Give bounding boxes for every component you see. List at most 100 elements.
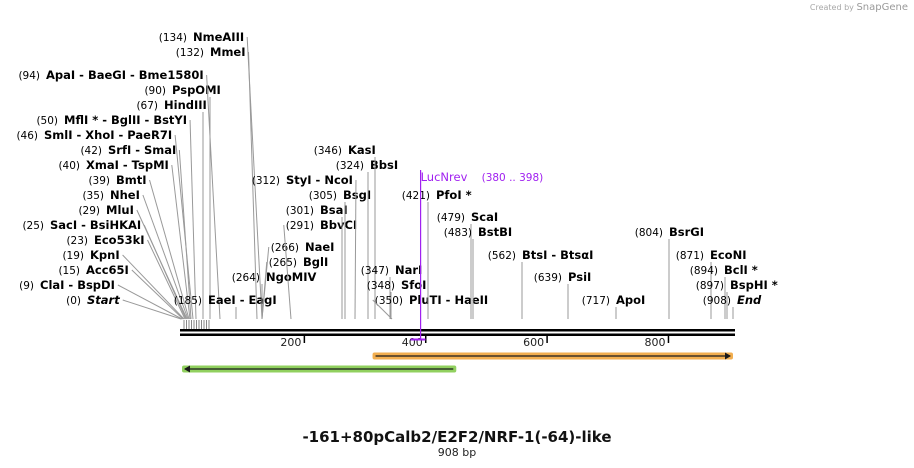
enzyme-label: BtsI - BtsαI: [522, 248, 593, 262]
feature-layer: [182, 352, 733, 373]
enzyme-label: BbvCI: [320, 218, 357, 232]
enzyme-site-pspomi[interactable]: PspOMI (90): [144, 83, 221, 319]
enzyme-site-ngomiv[interactable]: NgoMIV (264): [232, 270, 317, 319]
enzyme-site-bsgi[interactable]: BsgI (305): [309, 188, 371, 319]
enzyme-site-smli-xhoi-paer7i[interactable]: SmlI - XhoI - PaeR7I (46): [16, 128, 194, 320]
enzyme-position: (46): [16, 130, 38, 142]
enzyme-connector: [122, 254, 185, 320]
enzyme-site-nari[interactable]: NarI (347): [361, 263, 423, 319]
enzyme-site-kpni[interactable]: KpnI (19): [62, 248, 185, 320]
arrow-head-right-icon: [725, 352, 731, 360]
enzyme-position: (40): [58, 160, 80, 172]
enzyme-site-acc65i[interactable]: Acc65I (15): [58, 263, 184, 320]
enzyme-position: (29): [78, 205, 100, 217]
enzyme-site-nhei[interactable]: NheI (35): [82, 188, 189, 320]
enzyme-label: Acc65I: [86, 263, 129, 277]
enzyme-position: (897): [696, 280, 724, 292]
enzyme-label: ScaI: [471, 210, 498, 224]
green-feature-arrow[interactable]: [182, 365, 457, 373]
ruler-tick-label: 200: [280, 336, 301, 349]
enzyme-position: (350): [375, 295, 403, 307]
enzyme-label: BmtI: [116, 173, 147, 187]
enzyme-position: (42): [80, 145, 102, 157]
enzyme-position: (804): [635, 227, 663, 239]
enzyme-site-mlui[interactable]: MluI (29): [78, 203, 188, 320]
enzyme-site-hindiii[interactable]: HindIII (67): [136, 98, 207, 319]
enzyme-label: BglI: [303, 255, 328, 269]
enzyme-site-naei[interactable]: NaeI (266): [261, 240, 334, 320]
sequence-backbone: [180, 320, 735, 336]
enzyme-site-bsai[interactable]: BsaI (301): [286, 203, 348, 319]
enzyme-layer: Start (0) ClaI - BspDI (9) Acc65I (15) KpnI (19…: [16, 30, 778, 320]
enzyme-label: End: [737, 293, 762, 307]
enzyme-connector: [122, 299, 182, 320]
enzyme-site-bbsi[interactable]: BbsI (324): [336, 158, 398, 319]
primer-lucnrev[interactable]: LucNrev (380 .. 398): [410, 170, 544, 341]
ruler-tick-400: 400: [402, 336, 427, 349]
enzyme-position: (264): [232, 272, 260, 284]
enzyme-site-bsphi[interactable]: BspHI * (897): [696, 278, 778, 319]
enzyme-position: (562): [488, 250, 516, 262]
enzyme-site-btsi-bts-i[interactable]: BtsI - BtsαI (562): [488, 248, 594, 319]
enzyme-label: BbsI: [370, 158, 398, 172]
enzyme-site-bcli[interactable]: BclI * (894): [690, 263, 758, 319]
orange-feature-arrow[interactable]: [372, 352, 733, 360]
enzyme-position: (894): [690, 265, 718, 277]
enzyme-site-pluti-haeii[interactable]: PluTI - HaeII (350): [372, 293, 488, 320]
sequence-length: 908 bp: [437, 446, 477, 459]
enzyme-site-mfli-bglii-bstyi[interactable]: MflI * - BglII - BstYI (50): [36, 113, 197, 320]
enzyme-position: (265): [269, 257, 297, 269]
enzyme-position: (35): [82, 190, 104, 202]
enzyme-label: ApaI - BaeGI - Bme1580I: [46, 68, 204, 82]
enzyme-label: PsiI: [568, 270, 591, 284]
enzyme-site-nmeaiii[interactable]: NmeAIII (134): [159, 30, 263, 320]
enzyme-site-psii[interactable]: PsiI (639): [534, 270, 592, 319]
enzyme-position: (39): [88, 175, 110, 187]
enzyme-site-pfoi[interactable]: PfoI * (421): [402, 188, 472, 319]
enzyme-position: (19): [62, 250, 84, 262]
enzyme-label: SmlI - XhoI - PaeR7I: [44, 128, 172, 142]
enzyme-label: PluTI - HaeII: [409, 293, 488, 307]
enzyme-site-scai[interactable]: ScaI (479): [437, 210, 498, 319]
enzyme-site-bbvci[interactable]: BbvCI (291): [283, 218, 357, 320]
enzyme-connector: [142, 194, 189, 320]
enzyme-site-bsrgi[interactable]: BsrGI (804): [635, 225, 704, 319]
ruler: 200 400 600 800: [280, 336, 670, 349]
snapgene-brand: SnapGene: [856, 2, 908, 13]
enzyme-site-bgli[interactable]: BglI (265): [261, 255, 328, 320]
backbone-top-strand: [180, 329, 735, 332]
enzyme-site-end[interactable]: End (908): [703, 293, 762, 319]
enzyme-site-apoi[interactable]: ApoI (717): [582, 293, 646, 319]
enzyme-label: NaeI: [305, 240, 334, 254]
enzyme-site-clai-bspdi[interactable]: ClaI - BspDI (9): [19, 278, 183, 320]
ruler-tick-label: 800: [644, 336, 665, 349]
enzyme-label: BsaI: [320, 203, 348, 217]
enzyme-connector: [372, 299, 393, 320]
sequence-map: Start (0) ClaI - BspDI (9) Acc65I (15) KpnI (19…: [16, 30, 778, 373]
enzyme-connector: [147, 239, 186, 320]
enzyme-site-start[interactable]: Start (0): [66, 293, 182, 320]
enzyme-connector: [149, 179, 190, 320]
enzyme-label: Start: [87, 293, 120, 307]
enzyme-site-bstbi[interactable]: BstBI (483): [444, 225, 512, 319]
enzyme-site-eaei-eagi[interactable]: EaeI - EagI (185): [174, 293, 277, 319]
enzyme-connector: [174, 134, 194, 320]
enzyme-site-bmti[interactable]: BmtI (39): [88, 173, 190, 320]
enzyme-site-kasi[interactable]: KasI (346): [314, 143, 376, 319]
enzyme-site-econi[interactable]: EcoNI (871): [676, 248, 747, 319]
enzyme-label: NarI: [395, 263, 422, 277]
enzyme-site-eco53ki[interactable]: Eco53kI (23): [66, 233, 186, 320]
enzyme-site-styi-ncoi[interactable]: StyI - NcoI (312): [252, 173, 357, 320]
enzyme-label: BspHI *: [730, 278, 778, 292]
primer-label: LucNrev: [421, 170, 468, 184]
enzyme-label: HindIII: [164, 98, 207, 112]
enzyme-label: BclI *: [724, 263, 758, 277]
enzyme-site-xmai-tspmi[interactable]: XmaI - TspMI (40): [58, 158, 191, 320]
enzyme-label: EcoNI: [710, 248, 746, 262]
arrow-head-left-icon: [184, 365, 190, 373]
enzyme-position: (134): [159, 32, 187, 44]
enzyme-site-apai-baegi-bme1580i[interactable]: ApaI - BaeGI - Bme1580I (94): [18, 68, 221, 320]
enzyme-position: (301): [286, 205, 314, 217]
enzyme-connector: [206, 74, 221, 320]
sequence-title: -161+80pCalb2/E2F2/NRF-1(-64)-like: [302, 428, 612, 446]
